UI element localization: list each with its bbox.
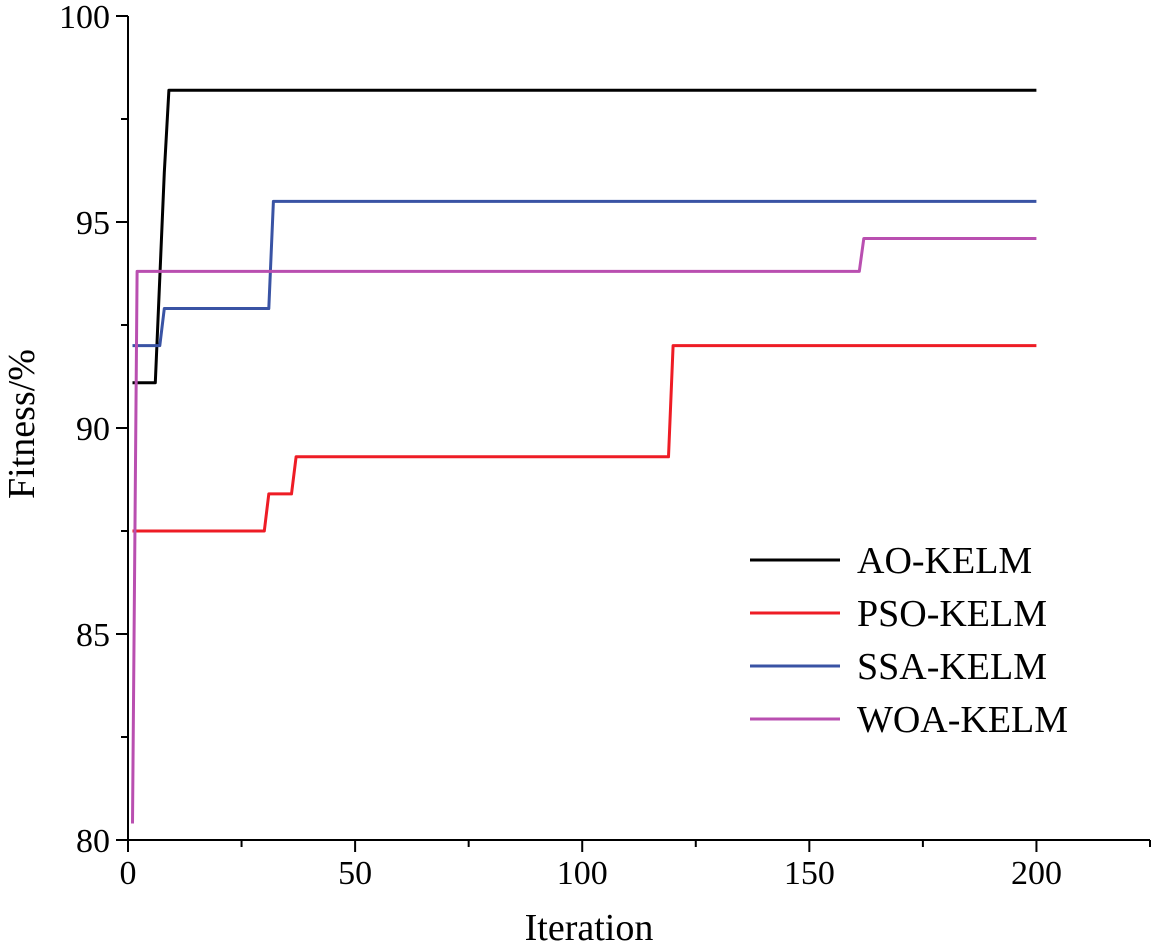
legend-label-ao-kelm: AO-KELM bbox=[857, 540, 1032, 582]
legend-label-ssa-kelm: SSA-KELM bbox=[857, 646, 1047, 688]
series-line-ao-kelm bbox=[132, 88, 1037, 385]
axes: 0 50 100 150 200 80 85 90 95 100 bbox=[59, 0, 1151, 892]
y-tick-label: 100 bbox=[59, 0, 110, 36]
y-tick-label: 90 bbox=[76, 411, 110, 448]
y-axis-title: Fitness/% bbox=[1, 349, 43, 499]
y-tick-label: 80 bbox=[76, 823, 110, 860]
series-line-woa-kelm bbox=[131, 237, 1037, 824]
y-tick-label: 85 bbox=[76, 617, 110, 654]
series-line-ssa-kelm bbox=[132, 199, 1037, 348]
x-tick-label: 100 bbox=[557, 855, 608, 892]
y-tick-label: 95 bbox=[76, 205, 110, 242]
x-axis-title: Iteration bbox=[525, 907, 654, 944]
series-line-pso-kelm bbox=[132, 344, 1037, 533]
x-tick-label: 150 bbox=[784, 855, 835, 892]
legend-label-woa-kelm: WOA-KELM bbox=[857, 699, 1068, 741]
x-tick-label: 200 bbox=[1011, 855, 1062, 892]
x-tick-label: 50 bbox=[338, 855, 372, 892]
series-layer bbox=[131, 88, 1037, 824]
legend: AO-KELM PSO-KELM SSA-KELM WOA-KELM bbox=[750, 540, 1068, 741]
legend-label-pso-kelm: PSO-KELM bbox=[857, 593, 1047, 635]
x-tick-label: 0 bbox=[120, 855, 137, 892]
